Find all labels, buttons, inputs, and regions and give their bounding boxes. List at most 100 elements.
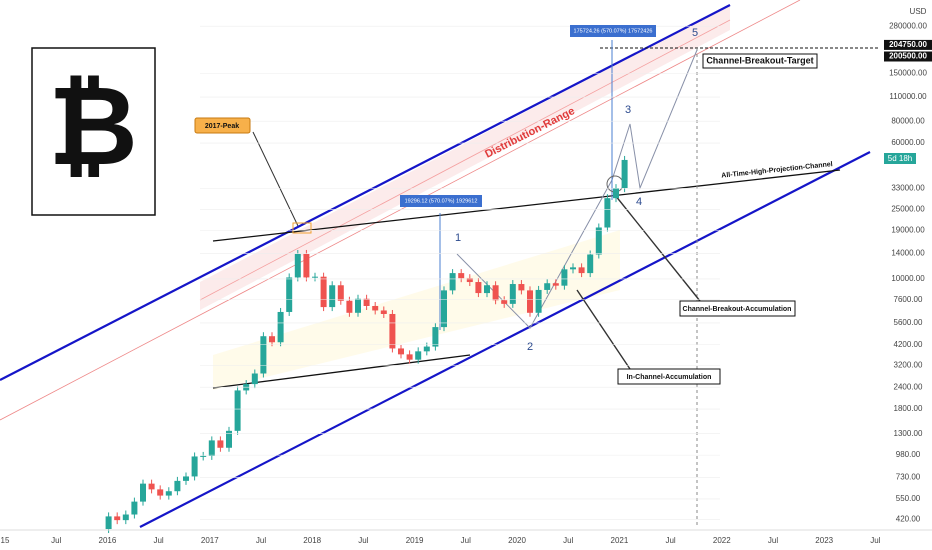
candle <box>183 476 189 481</box>
x-tick-label: Jul <box>256 536 266 545</box>
red-line <box>0 0 801 421</box>
candle <box>552 283 559 286</box>
y-tick-label: 280000.00 <box>889 21 927 30</box>
candle <box>415 351 422 360</box>
x-tick-label: Jul <box>461 536 471 545</box>
measure-box <box>400 195 482 207</box>
countdown-badge <box>884 153 916 164</box>
y-tick-label: 4200.00 <box>894 340 923 349</box>
annotation-box <box>679 300 796 317</box>
x-tick-label: 2019 <box>406 536 424 545</box>
annotation-box <box>617 368 721 385</box>
candle <box>208 440 215 456</box>
y-tick-label: 7600.00 <box>894 295 923 304</box>
x-tick-label: 2018 <box>303 536 321 545</box>
upper-channel <box>0 4 731 381</box>
candle <box>475 282 482 294</box>
candle <box>509 284 516 304</box>
candle <box>131 501 138 515</box>
wave-label: 1 <box>455 232 461 244</box>
price-badge <box>884 39 932 50</box>
candle <box>337 285 344 301</box>
candle <box>355 298 361 313</box>
candle <box>518 284 525 291</box>
candle <box>200 455 207 457</box>
candle <box>604 198 611 228</box>
wave-label: 2 <box>527 341 533 353</box>
candle <box>613 188 619 199</box>
candle <box>544 283 551 290</box>
y-tick-label: 60000.00 <box>891 138 925 147</box>
annotation-box <box>194 117 251 134</box>
candle <box>294 253 301 278</box>
accumulation-band <box>213 230 620 390</box>
candle <box>165 491 172 496</box>
annotation-box <box>702 53 818 69</box>
candle <box>105 516 112 530</box>
candle <box>303 253 310 278</box>
logo-box <box>31 47 156 216</box>
candle <box>140 483 146 502</box>
y-tick-label: 980.00 <box>896 450 921 459</box>
candle <box>535 289 542 313</box>
y-tick-label: 550.00 <box>896 494 921 503</box>
lower-channel <box>139 151 871 528</box>
candle <box>269 336 275 343</box>
ath-line <box>212 169 841 242</box>
countdown: 5d 18h <box>888 154 912 163</box>
candle <box>217 440 224 448</box>
y-tick-label: 3200.00 <box>894 360 923 369</box>
candle <box>157 489 164 496</box>
y-tick-label: 25000.00 <box>891 205 925 214</box>
candle <box>191 456 198 477</box>
x-tick-label: Jul <box>665 536 675 545</box>
x-tick-label: 2016 <box>99 536 117 545</box>
candle <box>398 348 404 355</box>
candle <box>484 285 490 294</box>
peak-marker <box>292 222 312 234</box>
candle <box>561 269 568 286</box>
measure-box <box>570 25 656 37</box>
y-tick-label: 19000.00 <box>891 225 925 234</box>
y-tick-label: 730.00 <box>896 473 921 482</box>
currency: USD <box>910 7 927 16</box>
y-tick-label: 420.00 <box>896 515 921 524</box>
candle <box>578 267 585 274</box>
annotation: 2017-Peak <box>205 123 239 130</box>
x-tick-label: 2022 <box>713 536 731 545</box>
callout-line <box>576 289 631 370</box>
candle <box>587 254 594 274</box>
logo: ₿ <box>48 65 138 188</box>
x-tick-label: Jul <box>563 536 573 545</box>
x-tick-label: Jul <box>153 536 163 545</box>
y-tick-label: 33000.00 <box>891 183 925 192</box>
candle <box>423 346 430 352</box>
candle <box>346 300 353 313</box>
candle <box>277 311 284 343</box>
y-tick-label: 80000.00 <box>891 116 925 125</box>
x-tick-label: Jul <box>768 536 778 545</box>
x-tick-label: Jul <box>358 536 368 545</box>
candle <box>329 285 336 308</box>
x-tick-label: 2017 <box>201 536 219 545</box>
x-tick-label: Jul <box>51 536 61 545</box>
y-tick-label: 150000.00 <box>889 69 927 78</box>
annotation: Channel-Breakout-Target <box>706 55 813 65</box>
candle <box>441 290 447 328</box>
candle <box>148 483 155 490</box>
candle <box>286 277 293 312</box>
candle <box>251 373 258 385</box>
y-tick-label: 5600.00 <box>894 318 923 327</box>
distribution-band <box>200 5 730 310</box>
candle <box>432 327 439 347</box>
candle <box>312 276 318 278</box>
y-tick-label: 110000.00 <box>889 92 927 101</box>
candle <box>527 290 533 313</box>
y-tick-label: 1300.00 <box>894 429 923 438</box>
candle <box>320 276 327 308</box>
wave-label: 4 <box>636 196 642 208</box>
candle <box>570 267 576 270</box>
candle <box>458 273 465 279</box>
callout-line <box>614 194 701 302</box>
candle <box>449 273 456 291</box>
